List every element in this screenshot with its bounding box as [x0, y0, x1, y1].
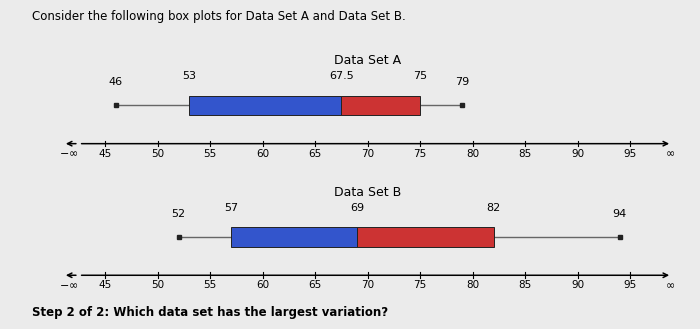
Text: 90: 90 [571, 148, 584, 159]
Text: Data Set A: Data Set A [334, 54, 401, 67]
Text: 75: 75 [413, 71, 427, 81]
Text: 75: 75 [414, 280, 426, 290]
Bar [231, 227, 357, 247]
Text: 65: 65 [309, 280, 321, 290]
Text: 75: 75 [414, 148, 426, 159]
Text: Data Set B: Data Set B [334, 186, 401, 199]
Text: 45: 45 [99, 280, 111, 290]
Text: 82: 82 [486, 203, 500, 213]
Text: 85: 85 [519, 148, 531, 159]
Text: $-\infty$: $-\infty$ [59, 280, 78, 290]
Text: 94: 94 [612, 209, 626, 219]
Text: 65: 65 [309, 148, 321, 159]
Text: 95: 95 [624, 148, 636, 159]
Text: 52: 52 [172, 209, 186, 219]
Text: $\infty$: $\infty$ [665, 148, 675, 159]
Text: $-\infty$: $-\infty$ [59, 148, 78, 159]
Text: 50: 50 [151, 280, 164, 290]
Text: 46: 46 [108, 77, 122, 88]
Text: 53: 53 [182, 71, 196, 81]
Bar [342, 96, 420, 115]
Text: 70: 70 [361, 148, 374, 159]
Text: 90: 90 [571, 280, 584, 290]
Bar [357, 227, 494, 247]
Text: 79: 79 [455, 77, 469, 88]
Text: 95: 95 [624, 280, 636, 290]
Text: Step 2 of 2: Which data set has the largest variation?: Step 2 of 2: Which data set has the larg… [32, 306, 388, 319]
Text: Consider the following box plots for Data Set A and Data Set B.: Consider the following box plots for Dat… [32, 10, 405, 23]
Text: 85: 85 [519, 280, 531, 290]
Text: 80: 80 [466, 148, 479, 159]
Text: 67.5: 67.5 [329, 71, 354, 81]
Bar [189, 96, 342, 115]
Text: 55: 55 [204, 148, 216, 159]
Text: 69: 69 [350, 203, 364, 213]
Text: $\infty$: $\infty$ [665, 280, 675, 290]
Text: 50: 50 [151, 148, 164, 159]
Text: 80: 80 [466, 280, 479, 290]
Text: 60: 60 [256, 148, 269, 159]
Text: 57: 57 [224, 203, 238, 213]
Text: 45: 45 [99, 148, 111, 159]
Text: 70: 70 [361, 280, 374, 290]
Text: 60: 60 [256, 280, 269, 290]
Text: 55: 55 [204, 280, 216, 290]
